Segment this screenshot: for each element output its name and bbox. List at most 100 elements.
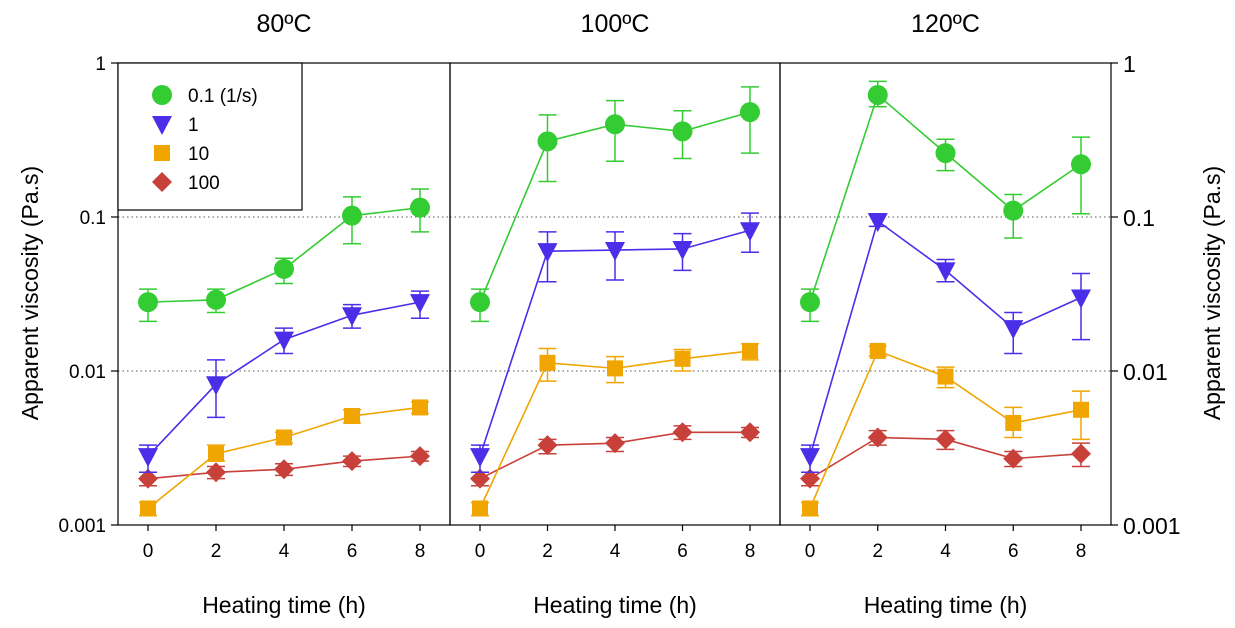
y-axis-label-right: Apparent viscosity (Pa.s) [1199,166,1225,420]
x-tick-label: 6 [1008,541,1019,562]
data-point [138,468,158,489]
series-4 [470,422,760,489]
data-point [937,368,954,385]
y-tick-label-left: 0.01 [69,362,106,383]
legend-label: 1 [188,115,199,136]
data-point [1071,289,1091,309]
data-point [274,459,294,480]
data-point [869,342,886,359]
panel-1: 80ºC 0 2 4 6 8 Heating time (h) [117,10,451,618]
data-point [342,205,362,226]
legend-box [117,62,303,211]
data-point [537,435,558,456]
data-point [410,197,430,218]
data-point [344,408,360,425]
data-point [672,422,693,443]
data-point [935,262,956,282]
x-axis-label: Heating time (h) [202,592,366,618]
data-point [800,292,820,313]
series-2 [138,290,430,474]
panel-2: 100ºC 0 2 4 6 8 Heating time (h) [449,10,781,618]
series-1 [800,80,1091,323]
data-point [342,451,362,472]
data-point [470,448,490,468]
x-tick-label: 4 [940,541,951,562]
data-point [740,102,760,123]
legend-marker [154,145,170,161]
data-point [1071,443,1091,464]
y-tick-label-right: 0.01 [1123,359,1168,385]
series-line [809,219,1082,457]
x-tick-label: 8 [1076,541,1087,562]
x-tick-label: 2 [872,541,883,562]
x-tick-label: 2 [211,541,222,562]
series-3 [471,342,759,517]
data-point [470,292,490,313]
x-tick-label: 0 [805,541,816,562]
legend-label: 10 [188,144,209,165]
data-point [138,292,158,313]
series-line [147,406,421,510]
legend: 0.1 (1/s) 1 10 100 [117,62,303,211]
data-point [1073,401,1089,418]
series-2 [800,212,1091,474]
x-axis-label: Heating time (h) [864,592,1028,618]
x-tick-label: 2 [542,541,553,562]
data-point [1005,414,1022,431]
series-1 [470,86,760,323]
data-point [802,500,818,517]
y-tick-label-left: 1 [95,54,106,75]
data-point [867,427,888,448]
x-tick-label: 8 [745,541,756,562]
data-point [605,433,625,454]
series-2 [470,212,760,474]
data-point [1003,448,1024,469]
series-4 [138,446,430,489]
data-point [206,376,226,396]
panels: 80ºC 0 2 4 6 8 Heating time (h) 100ºC 0 2 4 6 8 Heati… [58,10,1180,618]
x-tick-label: 6 [347,541,358,562]
data-point [605,242,625,262]
legend-marker [152,172,172,192]
data-point [740,222,760,242]
data-point [674,350,691,367]
series-3 [801,342,1090,517]
data-point [206,289,226,310]
x-tick-label: 0 [143,541,154,562]
data-point [607,360,623,377]
series-line [147,206,421,303]
data-point [412,399,428,416]
data-point [274,331,294,351]
x-tick-label: 4 [610,541,621,562]
data-point [539,354,556,371]
panel-3: 120ºC 0 2 4 6 8 Heating time (h) [779,10,1112,618]
data-point [276,429,292,446]
y-tick-label-right: 0.001 [1123,513,1181,539]
data-point [208,445,224,462]
x-axis-label: Heating time (h) [533,592,697,618]
data-point [672,240,693,260]
panel-title: 120ºC [911,10,980,38]
series-4 [800,427,1091,489]
legend-marker [152,85,172,105]
data-point [410,294,430,314]
data-point [410,446,430,467]
legend-label: 100 [188,173,220,194]
x-tick-label: 4 [279,541,290,562]
data-point [537,131,558,152]
data-point [537,243,558,263]
series-1 [138,188,430,323]
y-tick-label-left: 0.001 [58,516,106,537]
data-point [206,462,226,483]
x-tick-label: 0 [475,541,486,562]
y-axis-label-left: Apparent viscosity (Pa.s) [17,166,43,420]
data-point [140,500,156,517]
data-point [472,500,488,517]
data-point [935,143,956,164]
data-point [935,429,956,450]
data-point [740,422,760,443]
y-tick-label-right: 1 [1123,51,1136,77]
data-point [605,114,625,135]
data-point [1003,320,1024,340]
